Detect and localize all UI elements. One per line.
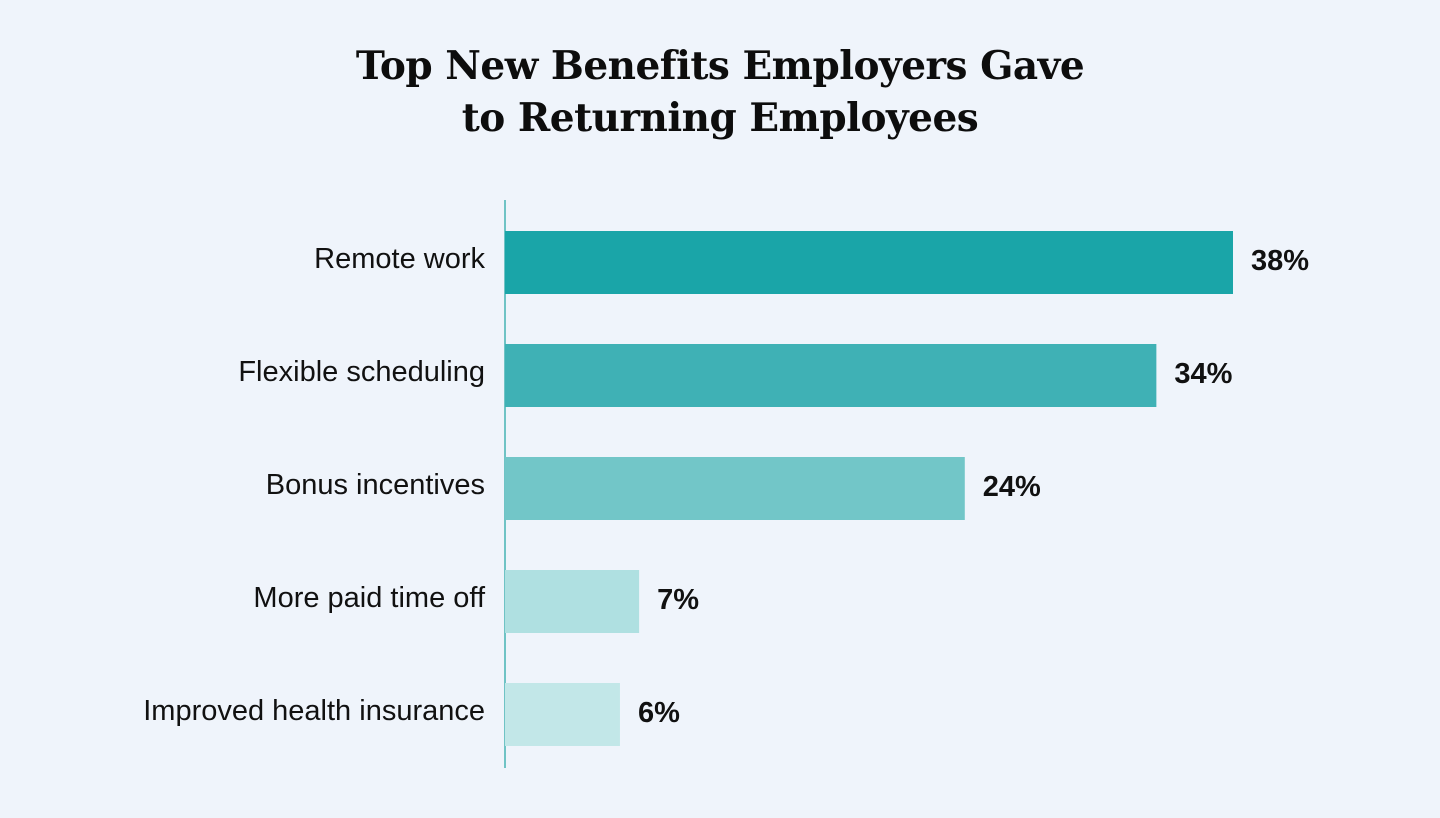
bar-4 — [505, 570, 640, 633]
value-label-1: 38% — [1251, 245, 1309, 277]
bar-2 — [505, 344, 1157, 407]
category-label-2: Flexible scheduling — [238, 356, 485, 388]
value-label-4: 7% — [657, 584, 699, 616]
category-label-5: Improved health insurance — [143, 695, 485, 727]
chart-title-line-1: Top New Benefits Employers Gave — [355, 43, 1085, 89]
category-label-4: More paid time off — [253, 582, 486, 614]
value-label-2: 34% — [1174, 358, 1232, 390]
category-label-1: Remote work — [314, 243, 485, 275]
value-label-5: 6% — [638, 697, 680, 729]
value-label-3: 24% — [983, 471, 1041, 503]
chart-title: Top New Benefits Employers Gave to Retur… — [0, 40, 1440, 144]
chart-title-line-2: to Returning Employees — [461, 95, 979, 141]
bar-5 — [505, 683, 620, 746]
bar-1 — [505, 231, 1233, 294]
category-label-3: Bonus incentives — [266, 469, 485, 501]
bar-3 — [505, 457, 965, 520]
